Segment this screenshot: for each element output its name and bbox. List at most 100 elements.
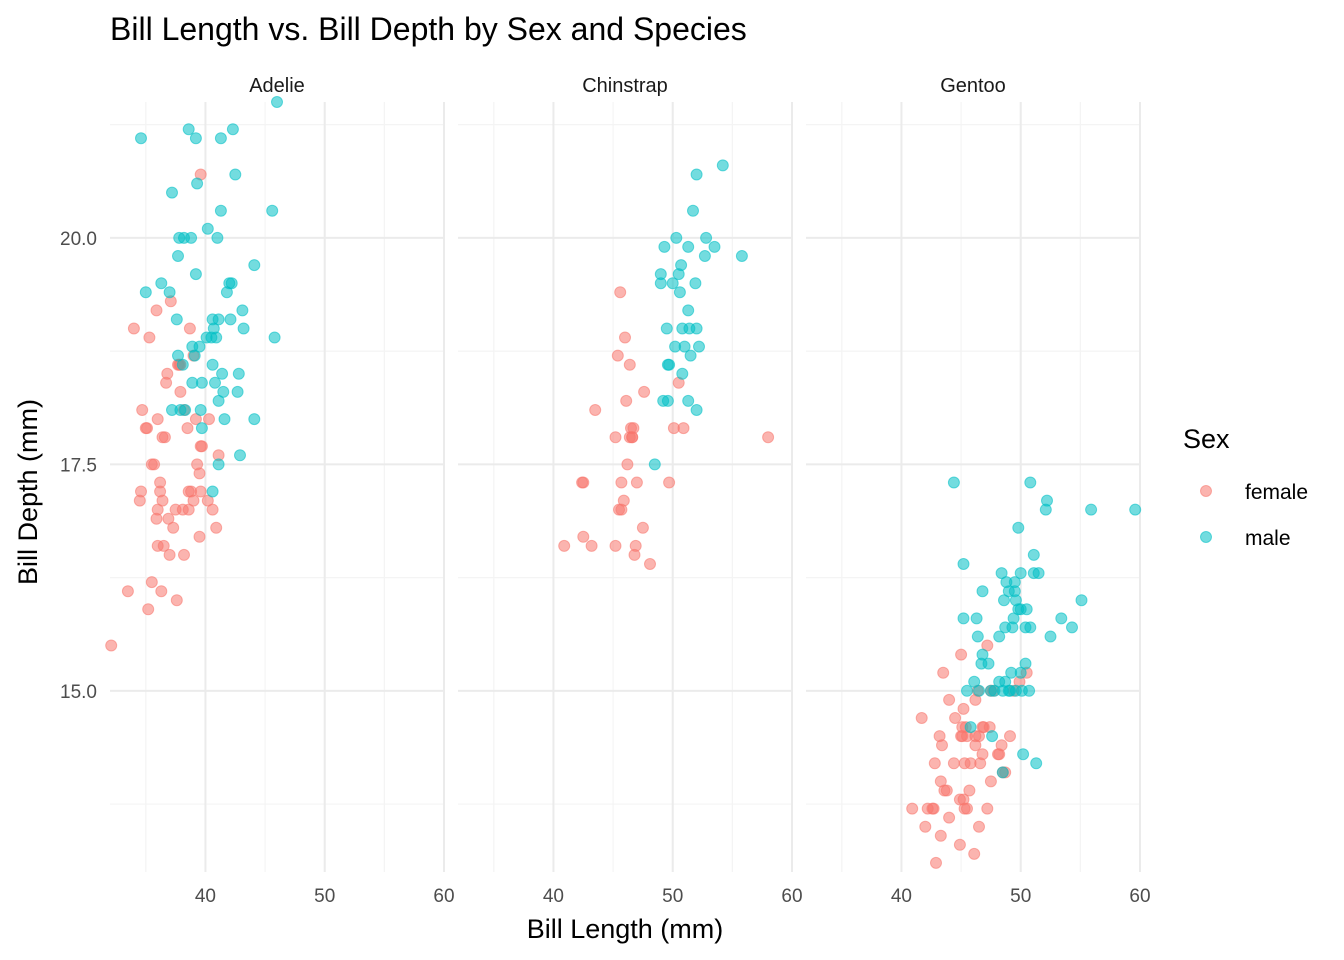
data-point-female (558, 539, 571, 552)
data-point-female (636, 521, 649, 534)
x-tick-label: 50 (1010, 886, 1031, 907)
data-point-female (189, 413, 202, 426)
data-point-male (226, 123, 239, 136)
data-point-female (919, 820, 932, 833)
data-point-male (231, 385, 244, 398)
data-point-female (626, 431, 639, 444)
data-point-male (986, 730, 999, 743)
data-point-male (209, 376, 221, 389)
data-point-female (148, 458, 161, 471)
data-point-male (1014, 567, 1027, 580)
data-point-male (658, 240, 671, 253)
data-point-female (145, 576, 158, 589)
data-point-male (689, 277, 702, 290)
data-point-male (684, 349, 697, 362)
data-point-male (139, 286, 152, 299)
data-point-female (105, 639, 118, 652)
data-point-male (237, 322, 250, 335)
data-point-female (928, 757, 941, 770)
data-point-male (236, 304, 249, 317)
data-point-male (1002, 684, 1015, 697)
data-point-female (630, 476, 643, 489)
data-point-male (217, 385, 230, 398)
data-point-male (172, 349, 184, 362)
data-point-male (170, 313, 183, 326)
x-tick-label: 40 (195, 886, 216, 907)
data-point-male (195, 422, 208, 435)
data-point-male (947, 476, 960, 489)
data-point-female (155, 585, 168, 598)
data-point-male (654, 268, 667, 281)
y-tick-label: 17.5 (60, 455, 97, 476)
data-point-female (937, 666, 950, 679)
data-point-female (906, 802, 919, 815)
axis-tick-labels: 40 50 60 40 50 60 40 50 60 15.0 17.5 20.0 (60, 229, 1151, 907)
data-point-male (232, 367, 245, 380)
data-point-female (940, 784, 953, 797)
data-point-male (693, 340, 705, 353)
data-point-female (170, 594, 183, 607)
data-point-female (984, 775, 997, 788)
data-point-female (934, 829, 947, 842)
data-point-male (957, 612, 970, 625)
data-point-female (943, 693, 956, 706)
data-point-male (976, 648, 989, 661)
data-point-female (623, 358, 636, 371)
data-point-female (195, 440, 208, 453)
data-point-male (191, 177, 204, 190)
data-point-female (178, 548, 190, 561)
x-tick-label: 60 (781, 886, 802, 907)
data-point-male (1085, 503, 1098, 516)
data-point-male (1024, 476, 1037, 489)
data-point-female (677, 422, 690, 435)
data-point-female (615, 503, 628, 516)
data-point-male (682, 394, 695, 407)
data-point-female (174, 385, 187, 398)
data-point-female (210, 521, 223, 534)
data-point-female (585, 539, 598, 552)
data-point-male (1008, 576, 1021, 589)
data-point-male (690, 322, 703, 335)
data-point-male (1032, 567, 1045, 580)
data-point-male (700, 231, 713, 244)
data-point-male (698, 250, 711, 262)
data-point-female (611, 349, 624, 362)
data-point-female (957, 702, 970, 715)
data-point-male (1017, 748, 1030, 761)
data-point-male (666, 277, 679, 290)
data-point-female (961, 802, 973, 815)
data-point-female (577, 476, 590, 489)
facet-label-gentoo: Gentoo (940, 75, 1006, 97)
data-point-female (947, 757, 960, 770)
data-point-male (708, 240, 721, 253)
data-point-male (1041, 494, 1053, 507)
data-point-female (609, 431, 622, 444)
data-point-male (678, 340, 691, 353)
data-point-female (157, 539, 170, 552)
data-point-female (194, 485, 207, 498)
legend-label-male: male (1245, 527, 1291, 550)
data-point-female (963, 784, 976, 797)
data-point-male (266, 204, 279, 217)
data-point-male (993, 675, 1006, 688)
data-point-female (156, 431, 169, 444)
data-point-male (957, 558, 970, 570)
data-point-male (1019, 657, 1032, 670)
data-point-female (621, 458, 634, 471)
data-point-male (201, 222, 214, 235)
data-point-male (206, 313, 219, 326)
data-point-female (135, 485, 147, 498)
data-point-male (1044, 630, 1057, 643)
data-point-male (663, 358, 676, 371)
data-point-female (577, 530, 590, 543)
data-point-female (163, 548, 176, 561)
data-point-male (682, 304, 695, 317)
data-point-male (982, 657, 995, 670)
data-point-male (1014, 666, 1027, 679)
data-point-female (620, 394, 633, 407)
data-point-male (271, 96, 283, 108)
y-tick-label: 15.0 (60, 682, 97, 703)
data-point-male (179, 404, 192, 416)
y-tick-label: 20.0 (60, 229, 97, 250)
